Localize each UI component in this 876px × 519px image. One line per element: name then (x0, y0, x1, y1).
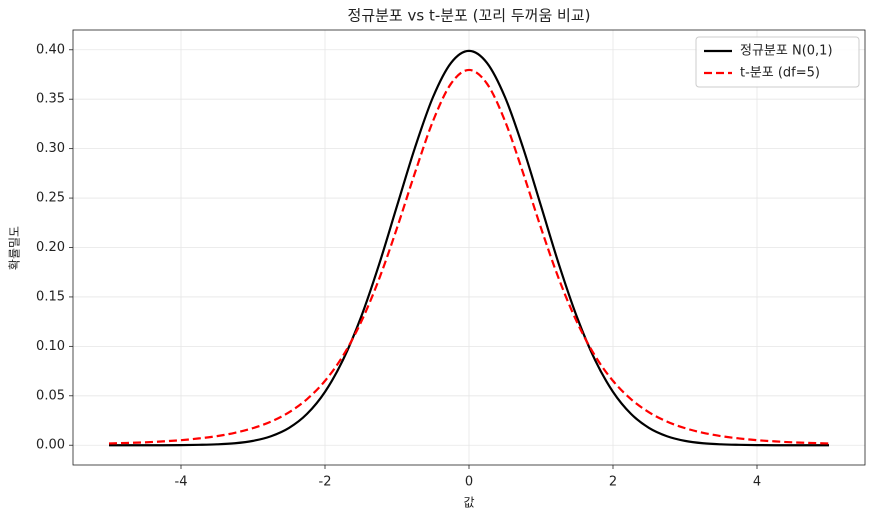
x-tick-label: -2 (319, 475, 332, 490)
legend-label: t-분포 (df=5) (740, 66, 820, 81)
x-tick-label: 0 (465, 475, 473, 490)
y-tick-label: 0.40 (36, 42, 65, 57)
x-axis-label: 값 (463, 496, 474, 510)
y-tick-label: 0.30 (36, 141, 65, 156)
plot-frame (72, 29, 866, 466)
y-tick-label: 0.00 (36, 438, 65, 453)
chart-title: 정규분포 vs t-분포 (꼬리 두꺼움 비교) (348, 7, 591, 25)
legend: 정규분포 N(0,1) t-분포 (df=5) (695, 36, 860, 88)
y-tick-label: 0.25 (36, 191, 65, 206)
y-tick-label: 0.35 (36, 92, 65, 107)
legend-box (695, 36, 860, 88)
x-tick-label: 4 (753, 475, 761, 490)
x-tick-label: -4 (175, 475, 188, 490)
y-tick-label: 0.15 (36, 289, 65, 304)
x-tick-label: 2 (609, 475, 617, 490)
legend-label: 정규분포 N(0,1) (740, 44, 833, 59)
y-tick-label: 0.05 (36, 388, 65, 403)
line-series (108, 49, 829, 447)
line-series (108, 68, 830, 445)
y-axis-label: 확률밀도 (8, 226, 22, 270)
y-tick-label: 0.20 (36, 240, 65, 255)
y-tick-label: 0.10 (36, 339, 65, 354)
